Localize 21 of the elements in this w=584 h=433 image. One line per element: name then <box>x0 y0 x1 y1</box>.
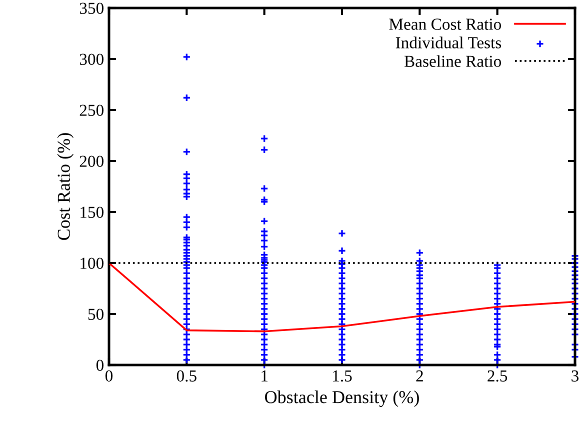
x-tick-label: 1.5 <box>333 370 352 382</box>
y-tick-label: 150 <box>80 206 104 218</box>
x-tick-label: 0 <box>105 370 113 382</box>
x-tick-label: 1 <box>262 370 268 382</box>
y-tick-label: 100 <box>80 258 104 269</box>
y-tick-label: 50 <box>88 308 104 320</box>
legend-label: Individual Tests <box>396 36 502 48</box>
line-series <box>109 262 575 332</box>
y-tick-label: 200 <box>80 156 104 167</box>
legend-label: Baseline Ratio <box>404 55 502 67</box>
y-axis-title: Cost Ratio (%) <box>57 133 74 240</box>
x-tick-label: 0.5 <box>176 370 196 382</box>
y-tick-label: 350 <box>80 2 104 14</box>
legend-label: Mean Cost Ratio <box>389 18 502 30</box>
y-tick-label: 250 <box>80 104 104 116</box>
x-tick-label: 2.5 <box>488 370 508 382</box>
x-axis-title: Obstacle Density (%) <box>265 390 419 407</box>
x-tick-label: 2 <box>416 370 423 382</box>
x-tick-label: 3 <box>572 370 579 382</box>
y-tick-label: 0 <box>96 360 104 371</box>
y-tick-label: 300 <box>80 54 104 65</box>
